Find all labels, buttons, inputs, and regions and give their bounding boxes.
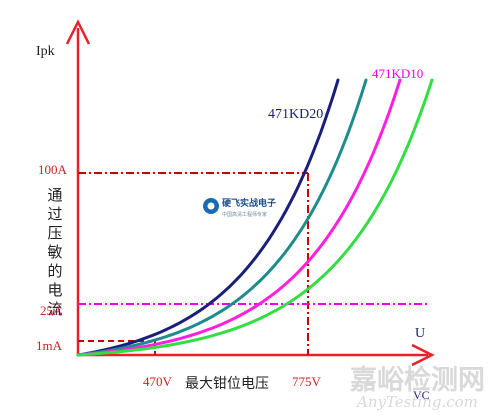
logo-subtext: 中国高清工程师专家 — [222, 211, 267, 218]
series-curves — [76, 78, 434, 357]
x-axis-arrow — [411, 343, 435, 367]
x-axis-letter: U — [415, 326, 425, 341]
x-tick-470V: 470V — [143, 374, 173, 389]
y-axis-vertical-char: 过 — [47, 205, 62, 223]
y-axis-vertical-char: 电 — [47, 281, 62, 299]
y-tick-1mA: 1mA — [36, 338, 63, 353]
series-curve-1 — [76, 78, 340, 357]
series-curve-4 — [76, 78, 434, 357]
series-label-471KD10: 471KD10 — [372, 66, 423, 81]
brand-cn: 嘉峪检测网 — [350, 364, 485, 396]
y-tick-100A: 100A — [38, 162, 68, 177]
axes — [65, 19, 435, 367]
y-axis-arrow — [65, 19, 91, 45]
x-axis-label: 最大钳位电压 — [185, 376, 269, 392]
series-curve-3 — [76, 78, 402, 357]
y-axis-vertical-char: 压 — [47, 224, 62, 242]
y-axis-label: Ipk — [36, 44, 55, 59]
y-axis-vertical-char: 的 — [47, 262, 62, 280]
series-curve-2 — [76, 78, 368, 357]
y-axis-vertical-char: 通 — [47, 186, 62, 204]
x-tick-775V: 775V — [292, 374, 322, 389]
y-tick-25A: 25A — [40, 303, 63, 318]
y-axis-vertical-char: 流 — [47, 300, 62, 318]
brand-watermark: 嘉峪检测网 AnyTesting.com — [350, 364, 485, 411]
x-axis-label-right: VC — [413, 388, 430, 402]
series-label-471KD20: 471KD20 — [268, 107, 323, 122]
brand-en: AnyTesting.com — [355, 393, 478, 411]
logo-watermark: 硬飞实战电子 中国高清工程师专家 — [203, 197, 276, 218]
logo-text: 硬飞实战电子 — [222, 197, 276, 209]
y-axis-vertical-char: 敏 — [47, 243, 62, 261]
